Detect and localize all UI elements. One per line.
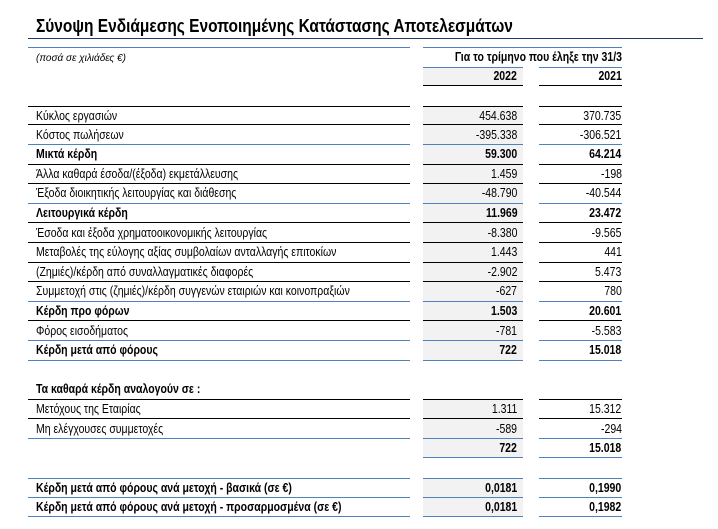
row-label: Μεταβολές της εύλογης αξίας συμβολαίων α…	[36, 245, 337, 260]
value-2022: 11.969	[485, 206, 518, 221]
row-label: Κύκλος εργασιών	[36, 108, 118, 123]
value-2021: 0,1990	[589, 480, 622, 495]
row-label: Τα καθαρά κέρδη αναλογούν σε :	[36, 382, 201, 397]
value-2021: 441	[604, 245, 622, 260]
value-2021: -306.521	[580, 127, 622, 142]
value-2022: 59.300	[485, 147, 518, 162]
units-note: (ποσά σε χιλιάδες €)	[36, 53, 126, 65]
value-2021: 15.312	[589, 401, 622, 416]
value-2022: -627	[496, 284, 518, 299]
row-label: Φόρος εισοδήματος	[36, 323, 129, 338]
attribution-heading: Τα καθαρά κέρδη αναλογούν σε :	[28, 380, 622, 400]
table-row: Άλλα καθαρά έσοδα/(έξοδα) εκμετάλλευσης 1…	[28, 164, 622, 185]
value-2021: 23.472	[589, 206, 622, 221]
table-row: Κέρδη μετά από φόρους 722 15.018	[28, 340, 622, 361]
table-row: Έσοδα και έξοδα χρηματοοικονομικής λειτο…	[28, 223, 622, 243]
table-row: Λειτουργικά κέρδη 11.969 23.472	[28, 203, 622, 224]
row-label: Κέρδη μετά από φόρους ανά μετοχή - βασικ…	[36, 480, 292, 495]
table-row: Κόστος πωλήσεων -395.338 -306.521	[28, 125, 622, 145]
value-2022: 722	[499, 441, 518, 456]
year-row: 2022 2021	[28, 66, 622, 87]
value-2021: 5.473	[595, 264, 622, 279]
table-row: Κύκλος εργασιών 454.638 370.735	[28, 105, 622, 126]
spacer-row	[28, 458, 622, 478]
row-label: Κόστος πωλήσεων	[36, 127, 124, 142]
year-2021: 2021	[598, 69, 622, 84]
value-2022: -48.790	[481, 186, 518, 201]
value-2021: -294	[600, 421, 622, 436]
value-2021: -198	[600, 166, 622, 181]
value-2022: -781	[496, 323, 518, 338]
value-2021: 15.018	[589, 441, 622, 456]
value-2021: -40.544	[585, 186, 622, 201]
attribution-total-row: 722 15.018	[28, 438, 622, 459]
row-label: Μικτά κέρδη	[36, 147, 98, 162]
table-row: Φόρος εισοδήματος -781 -5.583	[28, 321, 622, 341]
year-2022: 2022	[493, 69, 518, 84]
eps-row: Κέρδη μετά από φόρους ανά μετοχή - προσα…	[28, 497, 622, 518]
income-statement-table: (ποσά σε χιλιάδες €) Για το τρίμηνο που …	[28, 47, 622, 518]
table-row: Μεταβολές της εύλογης αξίας συμβολαίων α…	[28, 242, 622, 263]
value-2022: 1.311	[491, 401, 518, 416]
value-2022: 722	[499, 343, 518, 358]
table-row: Έξοδα διοικητικής λειτουργίας και διάθεσ…	[28, 184, 622, 204]
table-row: (Ζημιές)/κέρδη από συναλλαγματικές διαφο…	[28, 262, 622, 283]
value-2021: 64.214	[589, 147, 622, 162]
eps-row: Κέρδη μετά από φόρους ανά μετοχή - βασικ…	[28, 478, 622, 498]
value-2022: -395.338	[475, 127, 518, 142]
row-label: Μη ελέγχουσες συμμετοχές	[36, 421, 164, 436]
value-2022: 1.459	[491, 166, 518, 181]
row-label: Έξοδα διοικητικής λειτουργίας και διάθεσ…	[36, 186, 237, 201]
value-2021: 0,1982	[589, 499, 622, 514]
row-label: (Ζημιές)/κέρδη από συναλλαγματικές διαφο…	[36, 264, 254, 279]
value-2021: 20.601	[589, 304, 622, 319]
value-2021: 780	[604, 284, 622, 299]
table-row: Συμμετοχή στις (ζημιές)/κέρδη συγγενών ε…	[28, 282, 622, 302]
row-label: Λειτουργικά κέρδη	[36, 206, 128, 221]
value-2021: 370.735	[583, 108, 622, 123]
page-title: Σύνοψη Ενδιάμεσης Ενοποιημένης Κατάσταση…	[36, 16, 513, 36]
value-2022: -2.902	[487, 264, 518, 279]
value-2022: 1.503	[491, 304, 518, 319]
row-label: Έσοδα και έξοδα χρηματοοικονομικής λειτο…	[36, 225, 268, 240]
row-label: Άλλα καθαρά έσοδα/(έξοδα) εκμετάλλευσης	[36, 166, 239, 181]
header-row: (ποσά σε χιλιάδες €) Για το τρίμηνο που …	[28, 47, 622, 67]
table-row: Μη ελέγχουσες συμμετοχές -589 -294	[28, 419, 622, 439]
value-2021: -5.583	[591, 323, 622, 338]
row-label: Συμμετοχή στις (ζημιές)/κέρδη συγγενών ε…	[36, 284, 350, 299]
value-2022: 0,0181	[485, 480, 518, 495]
value-2022: 1.443	[491, 245, 518, 260]
value-2022: -8.380	[487, 225, 518, 240]
value-2022: -589	[496, 421, 518, 436]
value-2022: 0,0181	[485, 499, 518, 514]
row-label: Κέρδη προ φόρων	[36, 304, 130, 319]
table-row: Μετόχους της Εταιρίας 1.311 15.312	[28, 399, 622, 420]
row-label: Μετόχους της Εταιρίας	[36, 401, 141, 416]
title-divider	[28, 38, 703, 39]
row-label: Κέρδη μετά από φόρους	[36, 343, 158, 358]
value-2021: -9.565	[591, 225, 622, 240]
value-2022: 454.638	[479, 108, 518, 123]
value-2021: 15.018	[589, 343, 622, 358]
period-header: Για το τρίμηνο που έληξε την 31/3	[454, 50, 622, 65]
spacer-row	[28, 361, 622, 381]
table-row: Μικτά κέρδη 59.300 64.214	[28, 144, 622, 165]
row-label: Κέρδη μετά από φόρους ανά μετοχή - προσα…	[36, 499, 342, 514]
table-row: Κέρδη προ φόρων 1.503 20.601	[28, 301, 622, 322]
